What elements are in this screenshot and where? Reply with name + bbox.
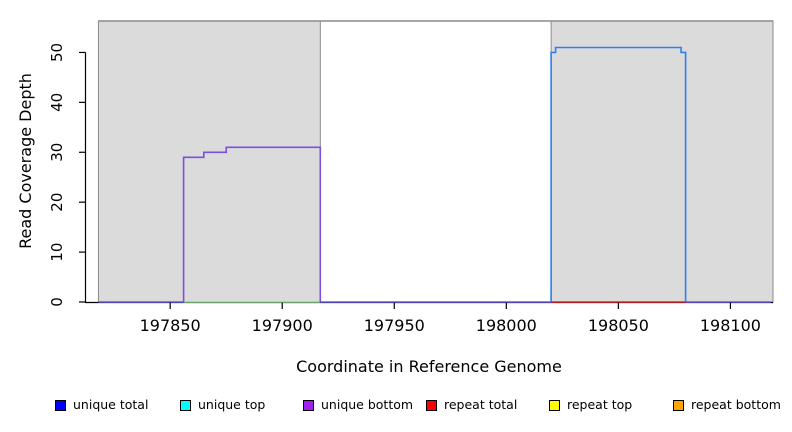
y-tick-label: 30 [48,143,66,162]
unique-bottom-swatch-icon [303,399,314,411]
legend-label: unique total [73,397,149,412]
y-axis-title: Read Coverage Depth [16,73,35,249]
y-tick-label: 50 [48,43,66,62]
legend-item-repeat-top: repeat top [549,396,632,414]
unique-top-swatch-icon [180,399,191,411]
repeat-top-swatch-icon [549,399,560,411]
x-tick-label: 198000 [476,316,537,335]
legend-label: unique bottom [321,397,414,412]
tick-labels: 197850 197900 197950 198000 198050 198100 0 10 2… [48,43,761,335]
x-tick-label: 197900 [252,316,313,335]
y-tick-label: 40 [48,93,66,112]
legend-item-unique-total: unique total [55,396,148,414]
series-unique-top-coverage [550,46,687,302]
unique-total-swatch-icon [55,399,66,411]
repeat-total-swatch-icon [426,399,437,411]
x-tick-label: 197950 [364,316,425,335]
shaded-region-right [550,20,774,303]
repeat-bottom-swatch-icon [673,399,684,411]
y-tick-label: 10 [48,243,66,262]
legend-item-repeat-bottom: repeat bottom [673,396,781,414]
x-tick-label: 197850 [140,316,201,335]
legend-item-unique-bottom: unique bottom [303,396,413,414]
legend-label: repeat total [444,397,518,412]
coverage-series [98,46,771,303]
y-tick-label: 20 [48,193,66,212]
chart-legend: unique total unique top unique bottom re… [0,396,792,420]
x-axis-title: Coordinate in Reference Genome [296,357,562,376]
y-tick-label: 0 [48,297,66,307]
shaded-region-left [97,20,321,303]
x-tick-label: 198050 [588,316,649,335]
legend-label: unique top [198,397,266,412]
x-tick-label: 198100 [700,316,761,335]
shaded-regions [97,20,774,303]
legend-item-repeat-total: repeat total [426,396,517,414]
legend-item-unique-top: unique top [180,396,265,414]
coverage-chart: 197850 197900 197950 198000 198050 198100 0 10 2… [16,20,774,376]
legend-label: repeat top [567,397,633,412]
series-unique-bottom-coverage [182,146,322,302]
legend-label: repeat bottom [691,397,781,412]
